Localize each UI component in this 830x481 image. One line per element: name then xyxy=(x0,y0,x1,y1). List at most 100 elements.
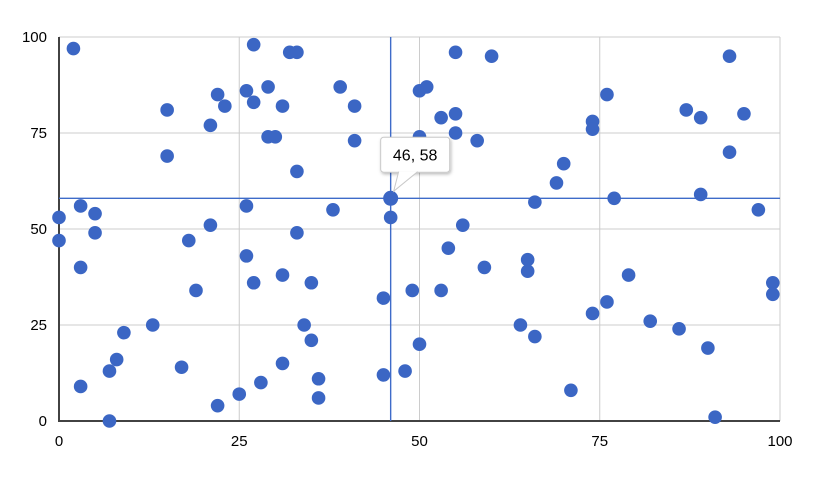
data-point[interactable] xyxy=(275,356,290,371)
data-point[interactable] xyxy=(290,164,304,179)
data-point[interactable] xyxy=(765,275,780,290)
data-point[interactable] xyxy=(73,260,88,275)
data-point[interactable] xyxy=(556,156,571,171)
x-tick-label: 100 xyxy=(767,433,792,450)
data-point[interactable] xyxy=(73,199,88,213)
data-point[interactable] xyxy=(102,414,117,428)
data-point[interactable] xyxy=(246,275,261,290)
data-point[interactable] xyxy=(513,318,528,332)
data-point[interactable] xyxy=(765,287,780,302)
data-point[interactable] xyxy=(203,118,218,133)
data-point[interactable] xyxy=(347,133,362,148)
data-point[interactable] xyxy=(441,241,456,255)
data-point[interactable] xyxy=(160,149,174,163)
data-point[interactable] xyxy=(477,260,492,275)
data-point[interactable] xyxy=(722,49,737,63)
data-point[interactable] xyxy=(520,252,535,267)
data-point[interactable] xyxy=(564,383,578,398)
data-point[interactable] xyxy=(102,364,117,378)
data-point[interactable] xyxy=(693,187,708,202)
data-point[interactable] xyxy=(210,87,225,102)
data-point[interactable] xyxy=(701,341,715,355)
data-point[interactable] xyxy=(693,110,708,125)
data-point[interactable] xyxy=(376,368,391,382)
data-point[interactable] xyxy=(470,133,484,148)
data-point[interactable] xyxy=(210,398,225,413)
data-point[interactable] xyxy=(254,375,268,390)
data-point[interactable] xyxy=(679,103,694,117)
data-point[interactable] xyxy=(737,107,751,121)
data-point[interactable] xyxy=(455,218,470,232)
data-point[interactable] xyxy=(383,210,398,225)
data-point[interactable] xyxy=(708,410,722,424)
data-point[interactable] xyxy=(239,249,254,263)
data-point[interactable] xyxy=(751,203,766,217)
data-point[interactable] xyxy=(73,379,88,394)
data-point[interactable] xyxy=(643,314,658,328)
data-point[interactable] xyxy=(347,99,362,113)
data-point[interactable] xyxy=(145,318,160,332)
data-point[interactable] xyxy=(290,226,304,240)
data-point[interactable] xyxy=(261,80,275,94)
data-point[interactable] xyxy=(600,295,614,309)
data-point[interactable] xyxy=(246,95,261,110)
data-point[interactable] xyxy=(203,218,218,232)
data-point[interactable] xyxy=(181,233,196,248)
data-point[interactable] xyxy=(549,176,564,190)
data-point[interactable] xyxy=(268,130,283,144)
data-point[interactable] xyxy=(52,233,66,248)
y-tick-label: 0 xyxy=(39,413,47,430)
data-point[interactable] xyxy=(52,210,66,225)
data-point[interactable] xyxy=(528,195,542,209)
data-point[interactable] xyxy=(246,37,261,52)
y-tick-label: 75 xyxy=(30,125,47,142)
data-point[interactable] xyxy=(304,333,319,348)
data-point[interactable] xyxy=(297,318,311,332)
y-tick-label: 50 xyxy=(30,221,47,238)
data-point[interactable] xyxy=(607,191,621,206)
data-point[interactable] xyxy=(528,329,542,344)
data-point[interactable] xyxy=(448,45,463,60)
data-point[interactable] xyxy=(88,226,102,240)
data-point[interactable] xyxy=(311,391,326,405)
data-point[interactable] xyxy=(722,145,737,159)
data-point[interactable] xyxy=(239,199,254,213)
selected-data-point[interactable] xyxy=(383,190,399,206)
data-point[interactable] xyxy=(448,126,463,140)
data-point[interactable] xyxy=(585,306,600,321)
data-point[interactable] xyxy=(189,283,203,298)
data-point[interactable] xyxy=(434,283,448,298)
data-point[interactable] xyxy=(304,275,319,290)
data-point[interactable] xyxy=(419,80,434,94)
data-point[interactable] xyxy=(520,264,535,279)
data-point[interactable] xyxy=(448,107,463,121)
data-point[interactable] xyxy=(412,337,427,352)
data-point[interactable] xyxy=(160,103,174,117)
data-point[interactable] xyxy=(398,364,412,378)
data-point[interactable] xyxy=(109,352,124,367)
data-point[interactable] xyxy=(218,99,232,113)
data-point[interactable] xyxy=(585,122,600,136)
data-point[interactable] xyxy=(275,99,290,113)
data-point[interactable] xyxy=(376,291,391,305)
data-point[interactable] xyxy=(672,322,686,336)
data-point[interactable] xyxy=(66,41,81,56)
data-point[interactable] xyxy=(333,80,347,94)
data-point[interactable] xyxy=(232,387,247,401)
data-point[interactable] xyxy=(326,203,340,217)
data-point[interactable] xyxy=(600,87,614,102)
y-axis-tick-labels: 0 25 50 75 100 xyxy=(22,29,47,430)
data-point[interactable] xyxy=(290,45,304,60)
data-point[interactable] xyxy=(311,371,326,386)
data-point[interactable] xyxy=(117,325,131,340)
data-point[interactable] xyxy=(239,83,254,98)
data-point[interactable] xyxy=(174,360,189,375)
data-point[interactable] xyxy=(88,206,102,221)
data-point[interactable] xyxy=(275,268,290,282)
selected-point-marker[interactable] xyxy=(383,190,399,206)
data-point[interactable] xyxy=(621,268,636,282)
data-point[interactable] xyxy=(434,110,448,125)
y-tick-label: 100 xyxy=(22,29,47,46)
data-point[interactable] xyxy=(484,49,499,63)
data-point[interactable] xyxy=(405,283,420,298)
